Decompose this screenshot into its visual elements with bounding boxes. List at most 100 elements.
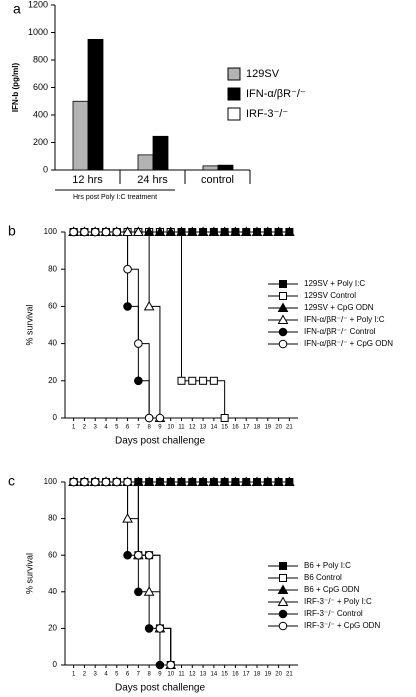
x-tick-label: 8: [147, 672, 151, 678]
step-segment: [159, 627, 172, 665]
legend-marker: [279, 280, 287, 288]
x-axis-title: Days post challenge: [115, 436, 205, 447]
x-tick-label: 9: [158, 672, 162, 678]
step-segment: [213, 380, 226, 418]
y-tick-label: 60: [48, 302, 57, 311]
legend-marker: [279, 574, 287, 582]
marker: [101, 477, 111, 487]
legend-marker: [277, 596, 289, 606]
panel-label: b: [8, 223, 16, 239]
x-tick-label: control: [201, 174, 234, 186]
step-segment: [138, 380, 150, 418]
legend-label: IRF-3⁻/⁻ + CpG ODN: [304, 621, 380, 630]
marker: [80, 477, 89, 487]
x-tick-label: 24 hrs: [137, 174, 168, 186]
marker: [166, 660, 176, 670]
legend-swatch: [227, 87, 241, 101]
legend-label: IRF-3⁻/⁻ + Poly I:C: [304, 597, 372, 606]
step-segment: [170, 231, 182, 381]
x-tick-label: 11: [178, 425, 185, 431]
bar: [137, 154, 154, 171]
marker: [144, 413, 154, 423]
legend-label: B6 + CpG ODN: [304, 585, 360, 594]
marker: [155, 624, 165, 633]
marker: [154, 226, 166, 236]
step-segment: [138, 231, 150, 307]
legend-marker: [279, 292, 287, 300]
x-tick-label: 19: [264, 425, 271, 431]
x-tick-label: 5: [115, 425, 119, 431]
marker: [219, 226, 231, 236]
legend-label: 129SV + CpG ODN: [304, 303, 374, 312]
marker: [230, 476, 241, 486]
x-tick-label: 3: [94, 672, 98, 678]
legend-marker: [278, 621, 288, 631]
marker: [186, 476, 198, 486]
x-tick-label: 14: [211, 672, 218, 678]
marker: [209, 376, 218, 385]
x-tick-label: 13: [200, 425, 207, 431]
marker: [240, 226, 252, 236]
legend-label: 129SV + Poly I:C: [304, 279, 365, 288]
x-tick-label: 4: [104, 672, 108, 678]
legend-marker: [277, 302, 289, 312]
marker: [143, 476, 155, 486]
marker: [176, 476, 187, 486]
y-tick-label: 0: [53, 413, 58, 422]
x-tick-label: 7: [137, 672, 141, 678]
legend-label: IFN-α/βR⁻/⁻: [246, 88, 306, 100]
legend-marker: [277, 584, 289, 594]
x-axis-title: Days post challenge: [115, 683, 205, 694]
y-tick-label: 80: [48, 514, 57, 523]
step-segment: [127, 554, 139, 592]
step-segment: [138, 554, 150, 592]
x-tick-label: 15: [221, 425, 228, 431]
marker: [112, 477, 122, 487]
x-tick-label: 9: [158, 425, 162, 431]
legend-label: IFN-α/βR⁻/⁻ + Poly I:C: [304, 315, 385, 324]
legend-marker: [278, 327, 288, 337]
panel-label: a: [13, 1, 21, 17]
x-tick-label: 11: [178, 672, 185, 678]
legend-label: 129SV Control: [304, 291, 356, 300]
bar: [152, 135, 169, 171]
marker: [122, 513, 133, 523]
marker: [284, 476, 295, 486]
step-segment: [159, 627, 172, 665]
y-tick-label: 20: [48, 624, 57, 633]
marker: [219, 476, 231, 486]
bar: [72, 100, 89, 171]
x-tick-label: 7: [137, 425, 141, 431]
marker: [90, 227, 100, 237]
step-segment: [127, 518, 139, 556]
legend-swatch: [227, 67, 241, 81]
x-tick-label: 21: [286, 425, 293, 431]
x-tick-label: 10: [167, 425, 174, 431]
marker: [112, 227, 122, 237]
y-tick-label: 600: [33, 82, 48, 92]
legend-label: B6 + Poly I:C: [304, 561, 351, 570]
marker: [262, 476, 274, 486]
marker: [123, 302, 132, 311]
y-tick-label: 60: [48, 550, 57, 559]
x-tick-label: 8: [147, 425, 151, 431]
y-tick-label: 100: [44, 477, 58, 486]
marker: [165, 476, 177, 486]
x-tick-label: 6: [126, 425, 130, 431]
x-tick-label: 12: [189, 672, 196, 678]
y-tick-label: 40: [48, 339, 57, 348]
marker: [123, 264, 132, 274]
step-segment: [116, 231, 129, 270]
marker: [154, 476, 166, 486]
marker: [122, 226, 133, 236]
marker: [165, 226, 177, 236]
y-tick-label: 80: [48, 264, 57, 273]
marker: [80, 227, 89, 237]
x-tick-label: 4: [104, 425, 108, 431]
legend-label: B6 Control: [304, 573, 342, 582]
marker: [220, 414, 229, 422]
x-tick-label: 6: [126, 672, 130, 678]
x-tick-label: 2: [83, 425, 87, 431]
legend-label: IFN-α/βR⁻/⁻ + CpG ODN: [304, 339, 393, 348]
step-segment: [116, 481, 129, 519]
